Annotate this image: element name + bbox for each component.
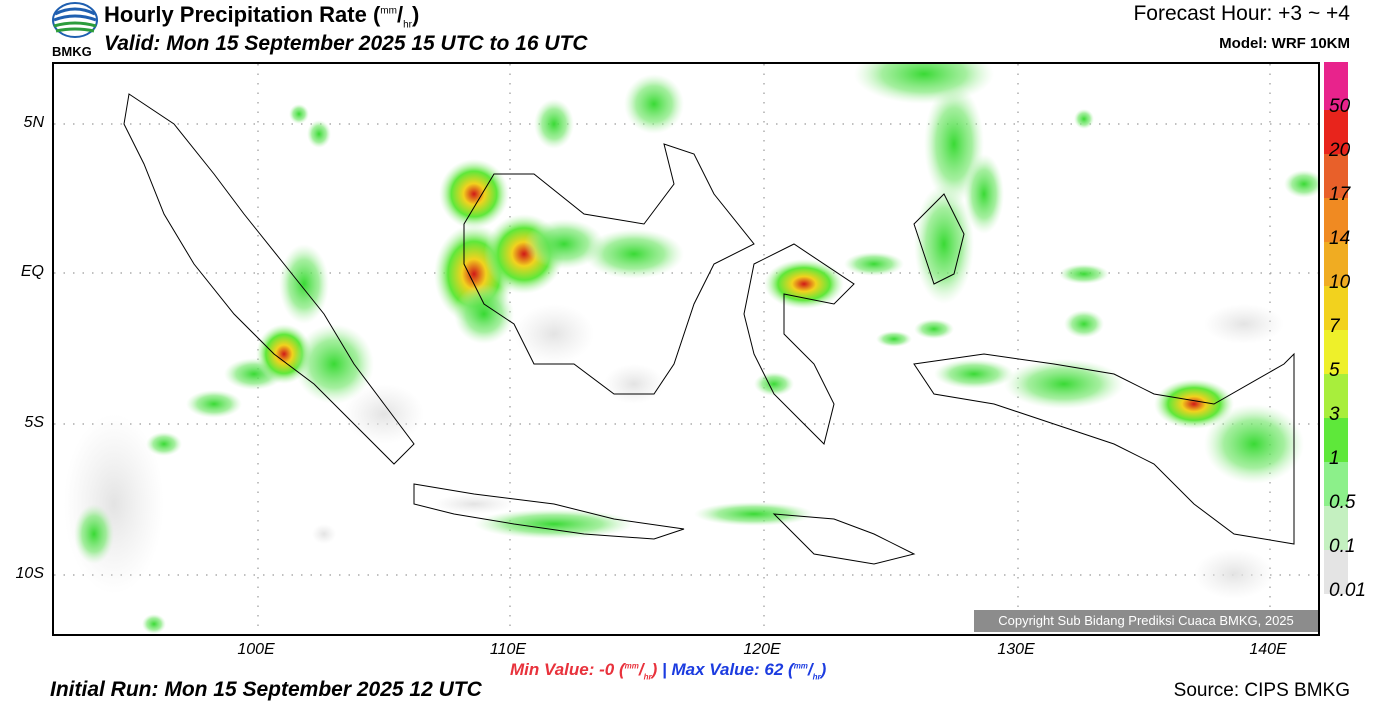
- precipitation-cells: [64, 64, 1318, 634]
- max-unit-sub: hr: [812, 672, 821, 682]
- legend-swatch-0-1: [1324, 506, 1348, 550]
- legend-swatch-0-01: [1324, 550, 1348, 594]
- model-name: Model: WRF 10KM: [1219, 35, 1350, 52]
- legend-swatch-1: [1324, 418, 1348, 462]
- legend-label-1: 1: [1329, 448, 1340, 469]
- legend-label-0-5: 0.5: [1329, 492, 1356, 513]
- legend-swatch-14: [1324, 198, 1348, 242]
- legend-label-5: 5: [1329, 360, 1340, 381]
- initial-run: Initial Run: Mon 15 September 2025 12 UT…: [50, 678, 482, 701]
- lon-label-140e: 140E: [1249, 641, 1287, 658]
- lat-label-eq: EQ: [20, 263, 44, 280]
- legend-swatch-50: [1324, 62, 1348, 110]
- lon-label-110e: 110E: [489, 641, 527, 658]
- copyright-banner: Copyright Sub Bidang Prediksi Cuaca BMKG…: [974, 610, 1318, 632]
- sumatra-coast: [123, 93, 415, 465]
- min-label: Min Value: -0 (: [510, 660, 625, 679]
- map-title: Hourly Precipitation Rate (mm/hr): [104, 2, 420, 31]
- legend-label-3: 3: [1329, 404, 1340, 425]
- data-source: Source: CIPS BMKG: [1173, 680, 1350, 701]
- legend-label-0-01: 0.01: [1329, 580, 1366, 601]
- legend-swatch-0-5: [1324, 462, 1348, 506]
- legend-swatch-3: [1324, 374, 1348, 418]
- java-coast: [413, 483, 685, 540]
- max-label: Max Value: 62 (: [671, 660, 794, 679]
- legend-swatch-17: [1324, 154, 1348, 198]
- title-unit-sub: hr: [403, 19, 412, 31]
- map-canvas: [54, 64, 1318, 634]
- logo-text: BMKG: [52, 44, 92, 59]
- title-unit-sup: mm: [380, 5, 397, 17]
- legend-label-14: 14: [1329, 228, 1351, 249]
- lat-label-10s: 10S: [15, 565, 44, 582]
- lon-label-130e: 130E: [997, 641, 1035, 658]
- graticule: [54, 64, 1318, 634]
- title-close: ): [411, 2, 420, 27]
- min-unit-sub: hr: [643, 672, 652, 682]
- lon-label-120e: 120E: [743, 641, 781, 658]
- lat-label-5s: 5S: [24, 414, 44, 431]
- lon-label-100e: 100E: [237, 641, 275, 658]
- sulawesi-coast: [743, 243, 855, 445]
- halmahera-coast: [913, 193, 965, 285]
- min-unit-sup: mm: [624, 661, 639, 671]
- legend-label-17: 17: [1329, 184, 1351, 205]
- legend-label-20: 20: [1329, 140, 1351, 161]
- min-max-values: Min Value: -0 (mm/hr) | Max Value: 62 (m…: [510, 660, 826, 681]
- forecast-hour: Forecast Hour: +3 ~ +4: [1133, 2, 1350, 25]
- legend-label-0-1: 0.1: [1329, 536, 1356, 557]
- max-unit-sup: mm: [793, 661, 808, 671]
- borneo-coast: [463, 143, 755, 395]
- legend-label-10: 10: [1329, 272, 1351, 293]
- bmkg-logo: BMKG: [50, 0, 100, 60]
- value-separator: |: [661, 660, 667, 679]
- legend-swatch-7: [1324, 286, 1348, 330]
- coastlines: [123, 93, 1295, 565]
- min-value: Min Value: -0 (mm/hr): [510, 660, 658, 682]
- legend-swatch-20: [1324, 110, 1348, 154]
- legend-swatch-10: [1324, 242, 1348, 286]
- max-value: Max Value: 62 (mm/hr): [671, 660, 827, 682]
- legend-label-7: 7: [1329, 316, 1340, 337]
- title-text: Hourly Precipitation Rate (: [104, 2, 381, 27]
- valid-time: Valid: Mon 15 September 2025 15 UTC to 1…: [104, 32, 588, 55]
- color-legend: [1324, 62, 1348, 594]
- papua-coast: [913, 352, 1295, 545]
- precipitation-map: [52, 62, 1320, 636]
- lat-label-5n: 5N: [23, 114, 44, 131]
- nusa-tenggara-coast: [772, 513, 916, 565]
- legend-swatch-5: [1324, 330, 1348, 374]
- legend-label-50: 50: [1329, 96, 1351, 117]
